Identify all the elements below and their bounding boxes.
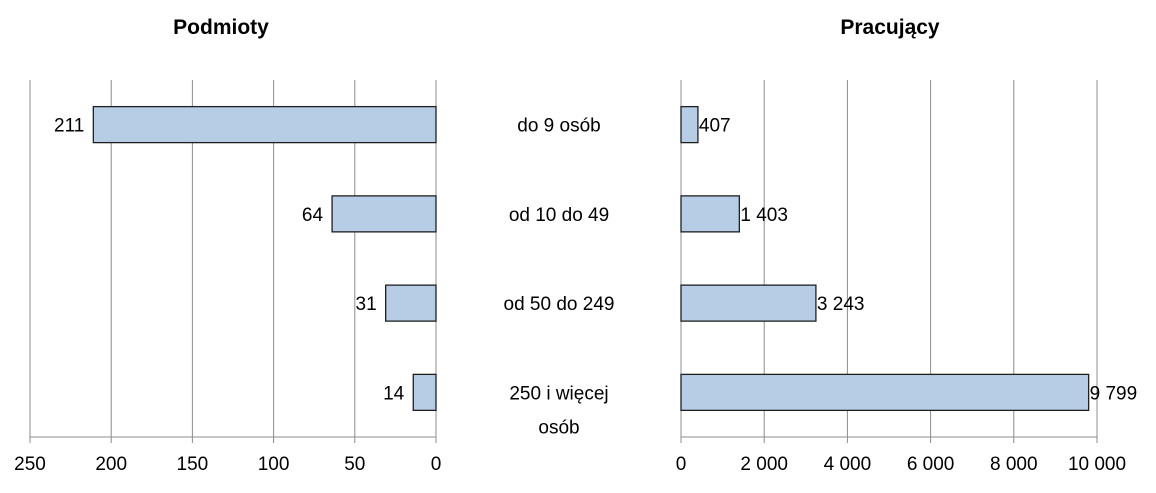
right-chart-title: Pracujący bbox=[840, 16, 940, 39]
x-tick-label: 10 000 bbox=[1068, 454, 1126, 475]
right-chart-plot: 0 2 000 4 000 6 000 8 000 10 000 407 1 403 3 243… bbox=[676, 80, 1137, 475]
x-tick-label: 8 000 bbox=[990, 454, 1038, 475]
bar-value-label: 9 799 bbox=[1090, 383, 1138, 404]
x-tick-label: 200 bbox=[95, 454, 127, 475]
category-label: od 10 do 49 bbox=[509, 205, 609, 226]
bar bbox=[680, 195, 741, 233]
bar-value-label: 3 243 bbox=[817, 294, 865, 315]
left-chart-plot: 0 50 100 150 200 250 211 64 31 14 bbox=[14, 80, 441, 475]
x-tick-label: 6 000 bbox=[907, 454, 955, 475]
bar bbox=[680, 105, 699, 144]
x-tick-label: 50 bbox=[344, 454, 365, 475]
bar bbox=[92, 105, 437, 144]
x-tick-label: 2 000 bbox=[740, 454, 788, 475]
bar-value-label: 211 bbox=[54, 116, 84, 137]
category-label: od 50 do 249 bbox=[504, 294, 615, 315]
bar bbox=[680, 284, 817, 322]
bar bbox=[412, 373, 437, 412]
category-label: do 9 osób bbox=[517, 116, 600, 137]
bar-value-label: 14 bbox=[383, 383, 405, 404]
x-tick-label: 0 bbox=[431, 454, 442, 475]
bar bbox=[385, 284, 437, 322]
bar bbox=[331, 195, 437, 233]
category-label: 250 i więcej osób bbox=[509, 383, 608, 438]
bar-value-label: 1 403 bbox=[740, 205, 788, 226]
bar-value-label: 64 bbox=[302, 205, 324, 226]
bar-value-label: 31 bbox=[356, 294, 377, 315]
category-labels: do 9 osób od 10 do 49 od 50 do 249 250 i wi… bbox=[504, 116, 615, 439]
x-tick-label: 0 bbox=[676, 454, 687, 475]
x-tick-label: 250 bbox=[14, 454, 46, 475]
left-chart-title: Podmioty bbox=[173, 16, 269, 39]
bar-value-label: 407 bbox=[699, 116, 731, 137]
bar bbox=[680, 373, 1090, 412]
x-tick-label: 100 bbox=[258, 454, 290, 475]
x-tick-label: 4 000 bbox=[824, 454, 872, 475]
x-tick-label: 150 bbox=[177, 454, 209, 475]
